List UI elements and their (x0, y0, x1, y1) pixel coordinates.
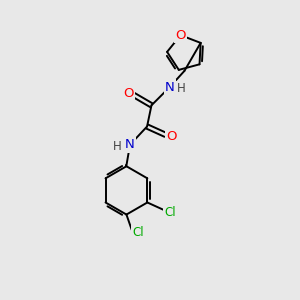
Text: Cl: Cl (132, 226, 144, 239)
Text: O: O (166, 130, 176, 143)
Text: O: O (176, 29, 186, 42)
Text: H: H (176, 82, 185, 95)
Text: N: N (165, 81, 175, 94)
Text: Cl: Cl (164, 206, 176, 219)
Text: N: N (125, 138, 135, 151)
Text: O: O (123, 87, 134, 100)
Text: H: H (113, 140, 122, 153)
